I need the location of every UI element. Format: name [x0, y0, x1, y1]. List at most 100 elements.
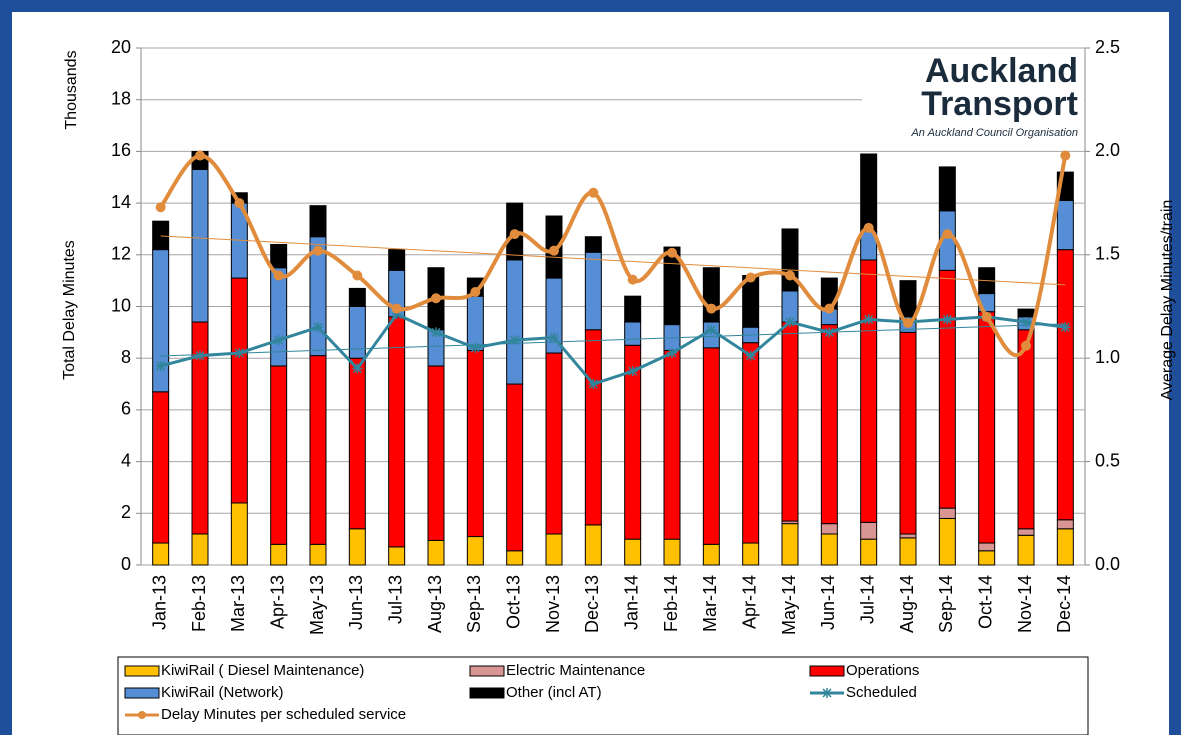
bar-segment — [899, 533, 917, 539]
bar-segment — [309, 543, 327, 566]
point — [234, 198, 245, 209]
point — [785, 270, 795, 281]
bar-segment — [1056, 519, 1074, 530]
bar-segment — [545, 533, 563, 566]
x-tick-label: Dec-13 — [582, 575, 602, 633]
point — [470, 342, 481, 353]
bar-segment — [506, 259, 524, 385]
bar-segment — [230, 502, 248, 566]
bar-segment — [820, 533, 838, 566]
bar-segment — [820, 324, 838, 525]
point — [273, 335, 284, 346]
trend-line — [160, 235, 1066, 286]
y-tick-label: 2 — [121, 502, 131, 522]
point — [942, 229, 953, 240]
legend-label: Electric Maintenance — [506, 662, 645, 679]
x-tick-label: Dec-14 — [1054, 575, 1074, 633]
legend-label: Scheduled — [846, 684, 917, 701]
bar-segment — [1056, 200, 1074, 251]
point — [549, 245, 559, 256]
bar-segment — [348, 357, 366, 530]
x-tick-label: Apr-14 — [739, 575, 759, 629]
point — [352, 363, 363, 374]
bar-segment — [663, 246, 681, 326]
point — [509, 229, 520, 240]
bar-segment — [899, 331, 917, 535]
point — [1060, 322, 1071, 333]
bar-segment — [466, 536, 484, 566]
x-tick-label: Feb-14 — [661, 575, 681, 632]
bar-segment — [899, 280, 917, 318]
y-tick-label: 12 — [111, 244, 131, 264]
y2-tick-label: 1.0 — [1095, 347, 1120, 367]
point — [313, 245, 323, 256]
point — [981, 311, 992, 322]
bar-segment — [1017, 308, 1035, 318]
legend-swatch — [809, 665, 845, 677]
bar-segment — [820, 523, 838, 535]
logo-subtitle: An Auckland Council Organisation — [910, 127, 1078, 139]
bar-segment — [466, 349, 484, 538]
bar-segment — [663, 349, 681, 540]
trend-line — [160, 323, 1066, 357]
point — [509, 335, 520, 346]
x-tick-label: Oct-13 — [503, 575, 523, 629]
bar-segment — [938, 507, 956, 519]
point — [431, 327, 441, 338]
bar-segment — [270, 243, 288, 269]
point — [903, 318, 913, 329]
line — [160, 312, 1066, 386]
bar-segment — [309, 355, 327, 545]
bar-segment — [1017, 329, 1035, 530]
bar-segment — [230, 277, 248, 504]
bar-segment — [742, 542, 760, 566]
bar-segment — [309, 205, 327, 238]
x-tick-label: Aug-14 — [897, 575, 917, 633]
point — [195, 150, 205, 161]
y-axis-label: Total Delay Minutes — [61, 240, 78, 380]
point — [588, 187, 599, 198]
bar-segment — [860, 259, 878, 523]
legend-marker — [138, 711, 146, 719]
bar-segment — [270, 365, 288, 545]
point — [863, 222, 874, 233]
bar-segment — [1017, 528, 1035, 536]
point — [155, 360, 166, 371]
point — [1021, 340, 1031, 351]
legend-swatch — [469, 665, 505, 677]
point — [942, 314, 953, 325]
x-tick-label: Aug-13 — [425, 575, 445, 633]
point — [391, 303, 402, 314]
legend-marker — [822, 688, 832, 698]
y-tick-label: 16 — [111, 140, 131, 160]
x-tick-label: Mar-14 — [700, 575, 720, 632]
bar-segment — [624, 321, 642, 346]
bar-segment — [348, 287, 366, 307]
point — [549, 332, 559, 343]
y2-tick-label: 2.5 — [1095, 37, 1120, 57]
bar-segment — [938, 517, 956, 566]
point — [824, 327, 835, 338]
bar-segment — [938, 166, 956, 212]
point — [706, 303, 717, 314]
x-tick-label: Mar-13 — [228, 575, 248, 632]
bar-segment — [152, 391, 170, 544]
bar-segment — [506, 550, 524, 566]
point — [470, 287, 481, 298]
x-tick-label: Nov-14 — [1015, 575, 1035, 633]
legend-swatch — [124, 687, 160, 699]
x-tick-label: Jul-14 — [857, 575, 877, 624]
bar-segment — [938, 269, 956, 509]
point — [745, 350, 756, 361]
bar-segment — [427, 539, 445, 566]
legend-swatch — [124, 665, 160, 677]
y2-axis-label: Average Delay Minutes/train — [1159, 200, 1176, 401]
bar-segment — [702, 347, 720, 545]
point — [234, 348, 245, 359]
bar-segment — [624, 295, 642, 323]
point — [667, 348, 677, 359]
bar-segment — [152, 220, 170, 251]
point — [1060, 150, 1071, 161]
bar-segment — [860, 538, 878, 566]
